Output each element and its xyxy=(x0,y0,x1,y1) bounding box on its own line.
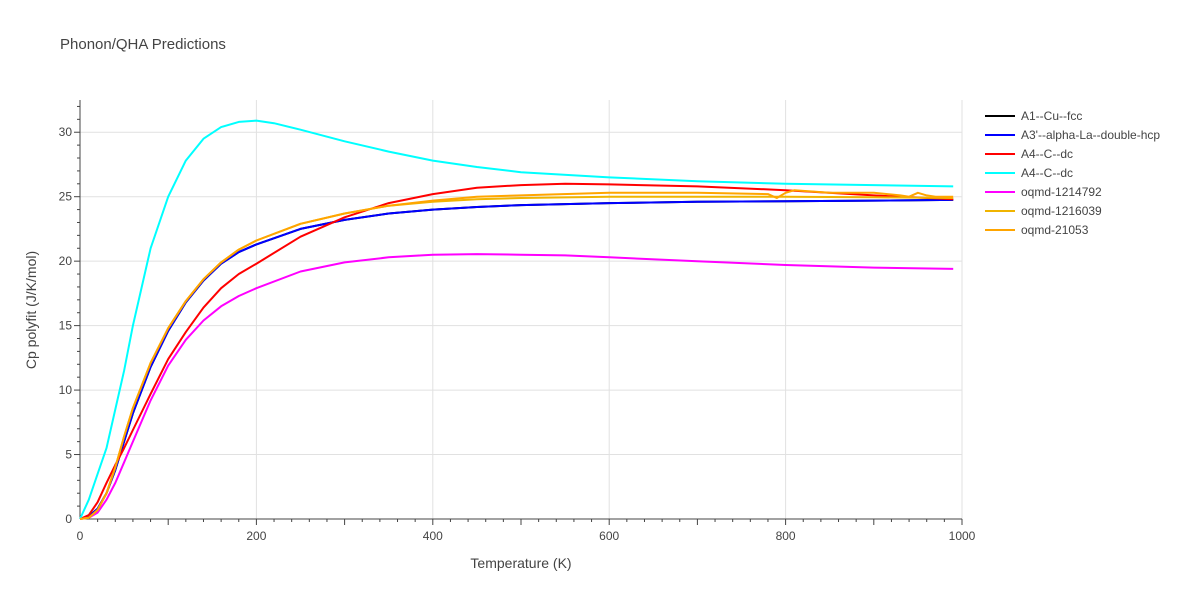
legend-label: oqmd-1214792 xyxy=(1021,184,1102,199)
y-tick-label: 10 xyxy=(59,383,73,397)
x-axis-label: Temperature (K) xyxy=(470,555,571,571)
y-tick-label: 20 xyxy=(59,254,73,268)
legend-swatch xyxy=(985,209,1015,212)
legend-label: A4--C--dc xyxy=(1021,146,1074,161)
series-line-5 xyxy=(79,195,954,520)
y-tick-label: 0 xyxy=(65,512,72,526)
legend-label: A3'--alpha-La--double-hcp xyxy=(1021,127,1161,142)
series-line-3 xyxy=(79,119,954,520)
x-tick-label: 0 xyxy=(77,529,84,543)
legend-label: A4--C--dc xyxy=(1021,165,1074,180)
x-tick-label: 800 xyxy=(776,529,796,543)
x-tick-label: 1000 xyxy=(949,529,976,543)
series-line-0 xyxy=(79,198,954,520)
series-line-4 xyxy=(79,253,954,520)
grid-layer xyxy=(80,100,963,519)
legend-swatch xyxy=(985,133,1015,136)
x-tick-label: 400 xyxy=(423,529,443,543)
series-line-1 xyxy=(79,198,954,520)
y-tick-label: 15 xyxy=(59,319,73,333)
y-axis-label: Cp polyfit (J/K/mol) xyxy=(23,251,39,369)
legend-swatch xyxy=(985,152,1015,155)
legend-swatch xyxy=(985,171,1015,174)
x-tick-label: 600 xyxy=(599,529,619,543)
legend-item[interactable]: oqmd-21053 xyxy=(985,220,1160,239)
series-line-2 xyxy=(79,182,954,520)
y-tick-label: 30 xyxy=(59,125,73,139)
legend-label: oqmd-21053 xyxy=(1021,222,1089,237)
legend-swatch xyxy=(985,114,1015,117)
series-line-6 xyxy=(79,189,954,520)
y-tick-label: 5 xyxy=(65,448,72,462)
legend-swatch xyxy=(985,190,1015,193)
y-tick-label: 25 xyxy=(59,190,73,204)
series-layer xyxy=(79,119,954,520)
legend-item[interactable]: A4--C--dc xyxy=(985,144,1160,163)
legend-label: oqmd-1216039 xyxy=(1021,203,1102,218)
legend-swatch xyxy=(985,228,1015,231)
legend-label: A1--Cu--fcc xyxy=(1021,108,1083,123)
chart-title: Phonon/QHA Predictions xyxy=(60,36,226,53)
legend: A1--Cu--fcc A3'--alpha-La--double-hcp A4--… xyxy=(985,106,1160,239)
x-tick-label: 200 xyxy=(246,529,266,543)
axes-layer: 0 200 400 600 800 1000 0 5 10 15 20 25 30 xyxy=(59,100,976,543)
legend-item[interactable]: oqmd-1216039 xyxy=(985,201,1160,220)
legend-item[interactable]: oqmd-1214792 xyxy=(985,182,1160,201)
legend-item[interactable]: A1--Cu--fcc xyxy=(985,106,1160,125)
legend-item[interactable]: A4--C--dc xyxy=(985,163,1160,182)
legend-item[interactable]: A3'--alpha-La--double-hcp xyxy=(985,125,1160,144)
